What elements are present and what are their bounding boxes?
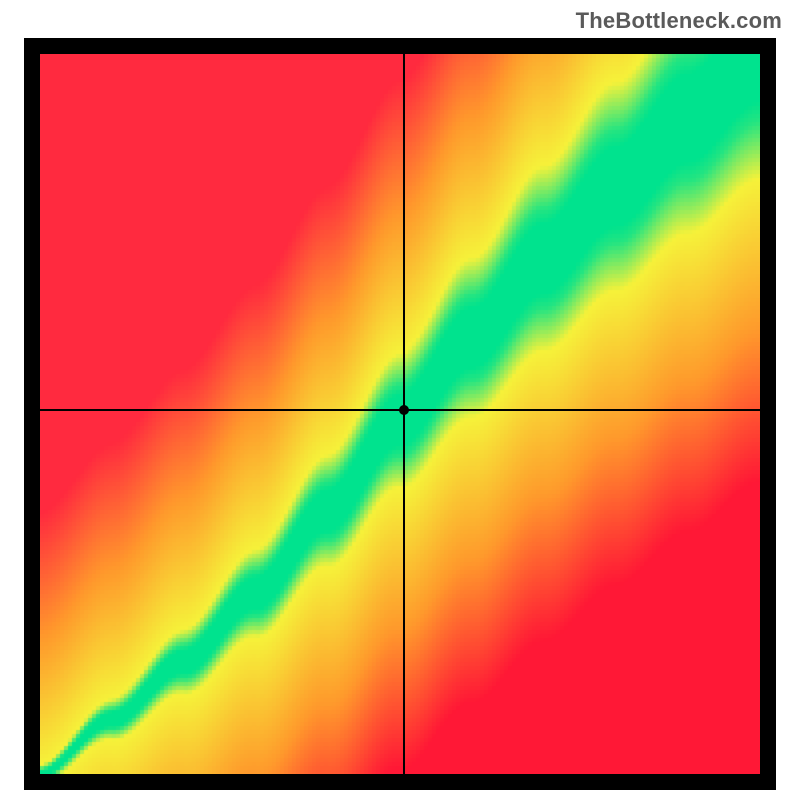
attribution-text: TheBottleneck.com bbox=[576, 8, 782, 34]
crosshair-marker bbox=[399, 405, 409, 415]
plot-frame bbox=[24, 38, 776, 790]
plot-area bbox=[40, 54, 760, 774]
